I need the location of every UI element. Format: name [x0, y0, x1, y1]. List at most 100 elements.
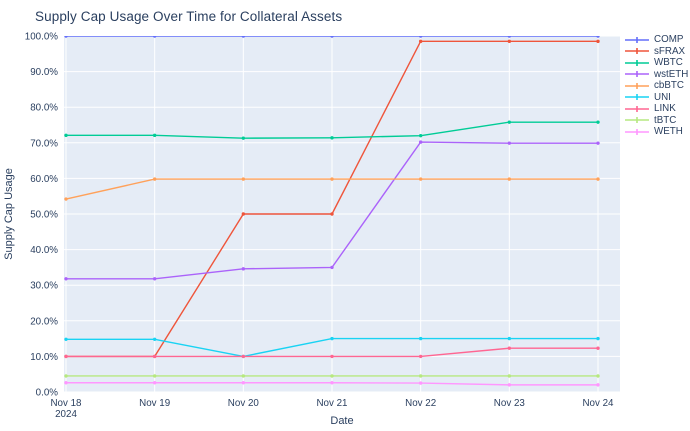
data-point-tBTC [596, 374, 600, 378]
series-WETH [64, 381, 600, 387]
legend-line-marker-icon [625, 71, 649, 78]
data-point-UNI [64, 337, 68, 342]
x-tick-label: Nov 18 2024 [50, 398, 82, 420]
data-point-wstETH [596, 141, 600, 145]
data-point-WETH [330, 381, 334, 385]
legend-label: cbBTC [654, 80, 684, 92]
legend-item-WBTC[interactable]: WBTC [624, 57, 688, 69]
x-tick-label: Nov 24 [582, 398, 614, 409]
data-point-LINK [241, 354, 246, 359]
x-tick-label: Nov 20 [228, 398, 260, 409]
data-point-wstETH [418, 140, 423, 144]
y-tick-label: 50.0% [30, 210, 58, 221]
data-point-wstETH [241, 267, 246, 271]
data-point-wstETH [330, 265, 334, 270]
data-point-WBTC [596, 120, 600, 124]
data-point-WBTC [241, 136, 246, 140]
data-point-COMP [330, 36, 334, 38]
data-point-cbBTC [241, 177, 246, 181]
data-point-WBTC [152, 133, 157, 138]
data-point-COMP [596, 36, 600, 38]
data-point-WETH [241, 381, 246, 385]
legend-line-marker-icon [625, 94, 649, 101]
data-point-LINK [152, 354, 157, 359]
data-point-cbBTC [152, 177, 157, 181]
legend-item-wstETH[interactable]: wstETH [624, 69, 688, 81]
series-COMP [64, 36, 600, 38]
legend-item-COMP[interactable]: COMP [624, 34, 688, 46]
data-point-wstETH [507, 141, 512, 145]
y-tick-label: 100.0% [25, 32, 59, 43]
legend-label: UNI [654, 91, 671, 103]
legend-line-marker-icon [625, 48, 649, 55]
data-point-sFRAX [330, 212, 334, 216]
data-point-COMP [241, 36, 246, 38]
legend: COMP sFRAX WBTC wstETH cbBTC UNI LINK tBTC WETH [624, 34, 688, 138]
y-tick-label: 0.0% [36, 388, 59, 399]
y-tick-label: 80.0% [30, 103, 58, 114]
chart-title: Supply Cap Usage Over Time for Collatera… [35, 9, 343, 24]
data-point-cbBTC [418, 177, 423, 181]
series-tBTC [64, 374, 600, 378]
data-point-WETH [418, 381, 423, 385]
legend-item-UNI[interactable]: UNI [624, 92, 688, 104]
data-point-LINK [64, 354, 68, 359]
y-tick-label: 20.0% [30, 316, 58, 327]
legend-item-WETH[interactable]: WETH [624, 126, 688, 138]
data-point-COMP [507, 36, 512, 38]
series-WBTC [64, 120, 600, 140]
series-wstETH [64, 140, 600, 281]
series-UNI [64, 336, 600, 359]
x-tick-label: Nov 23 [494, 398, 526, 409]
series-LINK [64, 346, 600, 359]
x-tick-label: Nov 19 [139, 398, 170, 409]
legend-item-cbBTC[interactable]: cbBTC [624, 80, 688, 92]
data-point-tBTC [152, 374, 157, 378]
data-point-UNI [596, 336, 600, 341]
series-cbBTC [64, 177, 600, 201]
legend-label: wstETH [654, 68, 689, 80]
y-tick-label: 40.0% [30, 245, 58, 256]
legend-line-marker-icon [625, 128, 649, 135]
legend-line-marker-icon [625, 82, 649, 89]
legend-label: WETH [654, 126, 683, 138]
data-point-sFRAX [241, 212, 246, 216]
x-tick-label: Nov 21 [316, 398, 347, 409]
data-point-sFRAX [596, 39, 600, 44]
legend-label: WBTC [654, 57, 683, 69]
data-point-LINK [418, 354, 423, 359]
data-point-COMP [152, 36, 157, 38]
legend-label: tBTC [654, 114, 677, 126]
data-point-cbBTC [507, 177, 512, 181]
data-point-wstETH [64, 277, 68, 281]
data-point-WBTC [418, 133, 423, 138]
data-point-WBTC [64, 133, 68, 138]
data-point-tBTC [330, 374, 334, 378]
data-point-COMP [64, 36, 68, 38]
data-point-WBTC [330, 136, 334, 140]
data-point-tBTC [507, 374, 512, 378]
data-point-UNI [418, 336, 423, 341]
legend-item-sFRAX[interactable]: sFRAX [624, 46, 688, 58]
legend-label: COMP [654, 34, 684, 46]
data-point-tBTC [64, 374, 68, 378]
data-point-WETH [596, 383, 600, 387]
data-point-LINK [330, 354, 334, 359]
data-point-WETH [64, 381, 68, 385]
legend-line-marker-icon [625, 117, 649, 124]
y-tick-label: 60.0% [30, 174, 58, 185]
legend-item-LINK[interactable]: LINK [624, 103, 688, 115]
data-point-UNI [330, 336, 334, 341]
data-point-cbBTC [330, 177, 334, 181]
data-point-sFRAX [418, 39, 423, 44]
data-point-LINK [596, 346, 600, 350]
x-tick-label: Nov 22 [405, 398, 436, 409]
data-point-sFRAX [507, 39, 512, 44]
y-axis-title: Supply Cap Usage [3, 168, 15, 260]
data-point-cbBTC [596, 177, 600, 181]
legend-item-tBTC[interactable]: tBTC [624, 115, 688, 127]
data-point-WETH [152, 381, 157, 385]
data-point-UNI [507, 336, 512, 341]
